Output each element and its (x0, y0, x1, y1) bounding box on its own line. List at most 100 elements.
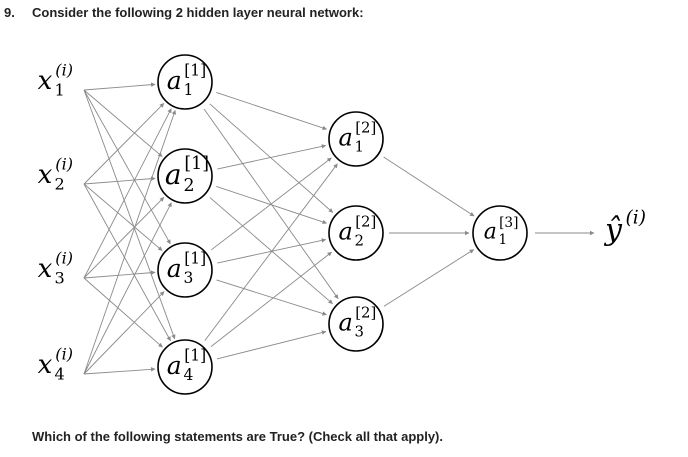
var-symbol: ŷ (603, 213, 623, 248)
subscript: 1 (55, 81, 65, 100)
output-layer-node-a1: a [3]1 (472, 205, 528, 261)
edge-x1-a11 (83, 82, 156, 91)
var-symbol: a (338, 308, 352, 336)
hidden2-node-a1: a [2]1 (328, 111, 384, 167)
superscript: [2] (355, 119, 376, 137)
subscript: 2 (354, 231, 363, 249)
input-node-x4: x (i) 4 (38, 344, 73, 383)
edge-x2-a13 (83, 183, 163, 251)
superscript: (i) (55, 60, 73, 79)
node-circle (157, 148, 213, 204)
edge-a11-a22 (209, 103, 334, 213)
subscript: 1 (354, 137, 363, 155)
node-label: a [1]2 (165, 154, 209, 196)
superscript: (i) (626, 208, 646, 229)
input-node-x3: x (i) 3 (38, 248, 73, 287)
edge-x4-a14 (83, 367, 156, 375)
edge-a14-a23 (216, 330, 327, 360)
subscript: 3 (354, 322, 363, 340)
node-label: a [2]3 (338, 304, 376, 341)
var-symbol: x (38, 66, 53, 96)
question-number: 9. (4, 5, 15, 20)
node-label: a [1]3 (167, 250, 206, 288)
hidden1-node-a4: a [1]4 (157, 339, 213, 395)
node-circle (328, 296, 384, 352)
connection-edges (83, 82, 595, 375)
hidden1-node-a2: a [1]2 (157, 148, 213, 204)
edge-a14-a21 (204, 163, 338, 341)
hidden1-node-a1: a [1]1 (157, 54, 213, 110)
edge-x3-a11 (83, 108, 172, 279)
var-symbol: a (338, 217, 352, 245)
superscript: [1] (184, 154, 209, 174)
subscript: 4 (184, 366, 194, 384)
subscript: 1 (184, 81, 194, 99)
superscript: (i) (55, 344, 73, 363)
node-label: a [1]1 (167, 62, 206, 100)
hidden2-node-a2: a [2]2 (328, 205, 384, 261)
network-nodes: x (i)1x (i)2x (i)3x (i)4a [1]1a [1]2a [1]3a [1]4… (38, 54, 646, 395)
superscript: [1] (184, 250, 206, 268)
node-circle (157, 242, 213, 298)
node-circle (157, 339, 213, 395)
node-circle (328, 111, 384, 167)
edge-x4-a12 (83, 202, 172, 375)
subscript: 2 (55, 175, 65, 194)
edge-x3-a14 (83, 277, 163, 348)
subscript: 3 (55, 269, 65, 288)
var-symbol: x (38, 160, 53, 190)
edge-a12-a21 (217, 144, 327, 170)
var-symbol: a (165, 158, 182, 191)
input-node-x1: x (i) 1 (38, 60, 73, 99)
node-label: a [1]4 (167, 347, 206, 385)
edge-a13-a23 (216, 279, 327, 316)
node-label: a [2]2 (338, 213, 376, 250)
edge-x3-a12 (83, 196, 165, 279)
edge-x4-a13 (83, 291, 165, 375)
node-circle (328, 205, 384, 261)
edge-a21-a31 (383, 156, 475, 217)
edge-x2-a14 (83, 183, 171, 342)
edge-x1-a14 (83, 89, 176, 340)
edge-a12-a23 (209, 197, 333, 305)
subscript: 3 (184, 269, 194, 287)
var-symbol: a (167, 351, 182, 380)
var-symbol: a (167, 254, 182, 283)
var-symbol: a (338, 123, 352, 151)
var-symbol: a (484, 220, 497, 245)
superscript: [2] (355, 213, 376, 231)
edge-x2-a11 (83, 102, 165, 185)
node-circle (472, 205, 528, 261)
question-instruction: Which of the following statements are Tr… (32, 429, 443, 444)
subscript: 2 (184, 176, 195, 196)
hidden1-node-a3: a [1]3 (157, 242, 213, 298)
var-symbol: x (38, 350, 53, 380)
edge-x1-a12 (83, 89, 163, 157)
superscript: (i) (55, 248, 73, 267)
edge-x1-a13 (83, 89, 171, 245)
superscript: [2] (355, 304, 376, 322)
var-symbol: x (38, 254, 53, 284)
edge-x3-a13 (83, 270, 156, 279)
node-label: a [2]1 (338, 119, 376, 156)
edge-a23-a31 (383, 249, 475, 307)
input-node-x2: x (i) 2 (38, 154, 73, 193)
edge-a12-a22 (216, 186, 328, 225)
edge-a14-a22 (210, 251, 332, 347)
var-symbol: a (167, 66, 182, 95)
edge-x2-a12 (83, 176, 156, 185)
hidden2-node-a3: a [2]3 (328, 296, 384, 352)
output-yhat: ŷ (i) (603, 208, 646, 248)
superscript: [1] (184, 62, 206, 80)
subscript: 1 (498, 232, 507, 248)
edge-a11-a21 (216, 92, 328, 131)
edge-a13-a21 (210, 157, 332, 251)
superscript: [1] (184, 347, 206, 365)
superscript: [3] (499, 215, 518, 231)
node-label: a [3]1 (484, 215, 519, 248)
edge-x4-a11 (83, 109, 176, 375)
superscript: (i) (55, 154, 73, 173)
subscript: 4 (55, 365, 65, 384)
question-prompt: Consider the following 2 hidden layer ne… (32, 5, 364, 20)
